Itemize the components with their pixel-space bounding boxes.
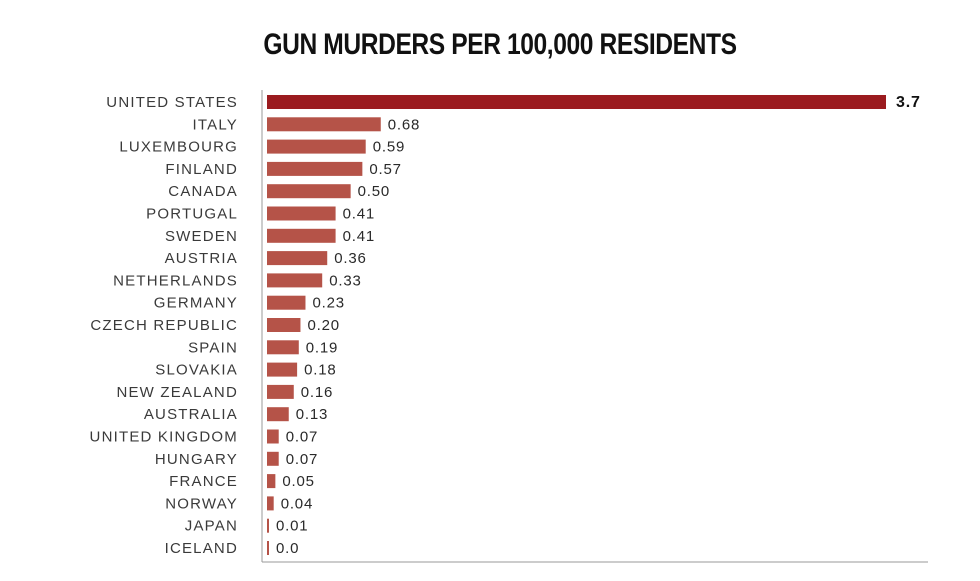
bar	[267, 474, 276, 489]
data-label: 0.41	[343, 206, 375, 223]
bar	[267, 117, 381, 132]
category-label: NEW ZEALAND	[116, 384, 238, 401]
data-label: 0.41	[343, 228, 375, 245]
data-label: 0.68	[388, 116, 420, 133]
category-label: CZECH REPUBLIC	[90, 317, 238, 334]
data-label: 0.07	[286, 451, 318, 468]
data-label: 0.36	[334, 250, 366, 267]
category-label: UNITED STATES	[106, 94, 238, 111]
category-label: SWEDEN	[165, 228, 238, 245]
category-label: PORTUGAL	[146, 206, 238, 223]
bar	[267, 206, 336, 221]
bar	[267, 184, 351, 199]
data-label: 3.7	[896, 94, 921, 111]
bar	[267, 251, 328, 266]
data-label: 0.07	[286, 429, 318, 446]
data-label: 0.05	[282, 473, 314, 490]
category-label: SLOVAKIA	[155, 362, 238, 379]
data-label: 0.50	[358, 183, 390, 200]
category-label: ICELAND	[165, 540, 238, 557]
chart-title: GUN MURDERS PER 100,000 RESIDENTS	[263, 28, 737, 61]
data-label: 0.18	[304, 362, 336, 379]
bar	[267, 384, 294, 399]
bar	[267, 362, 298, 377]
data-label: 0.01	[276, 518, 308, 535]
category-label: NORWAY	[165, 495, 238, 512]
bar	[267, 340, 299, 355]
bar	[267, 496, 274, 511]
category-label: AUSTRIA	[165, 250, 238, 267]
bar	[267, 451, 279, 466]
data-label: 0.04	[281, 495, 313, 512]
data-label: 0.20	[307, 317, 339, 334]
category-label: JAPAN	[185, 518, 238, 535]
category-label: FINLAND	[165, 161, 238, 178]
category-label: FRANCE	[169, 473, 238, 490]
bar	[267, 429, 279, 444]
category-label: ITALY	[193, 116, 238, 133]
category-label: LUXEMBOURG	[119, 139, 238, 156]
data-label: 0.19	[306, 339, 338, 356]
category-label: SPAIN	[188, 339, 238, 356]
data-label: 0.23	[312, 295, 344, 312]
bar	[267, 407, 289, 422]
data-label: 0.59	[373, 139, 405, 156]
bar	[267, 228, 336, 243]
category-label: GERMANY	[154, 295, 238, 312]
category-label: AUSTRALIA	[144, 406, 238, 423]
bar	[267, 518, 269, 533]
data-label: 0.13	[296, 406, 328, 423]
data-label: 0.16	[301, 384, 333, 401]
data-label: 0.0	[276, 540, 299, 557]
category-label: CANADA	[168, 183, 238, 200]
bar	[267, 161, 363, 176]
bar	[267, 295, 306, 310]
category-label: NETHERLANDS	[113, 272, 238, 289]
bar	[267, 95, 886, 109]
bar	[267, 318, 301, 332]
category-label: UNITED KINGDOM	[90, 429, 238, 446]
data-label: 0.33	[329, 272, 361, 289]
data-label: 0.57	[369, 161, 401, 178]
category-label: HUNGARY	[155, 451, 238, 468]
bar	[267, 139, 366, 154]
bar	[267, 273, 323, 288]
bar	[267, 541, 269, 555]
